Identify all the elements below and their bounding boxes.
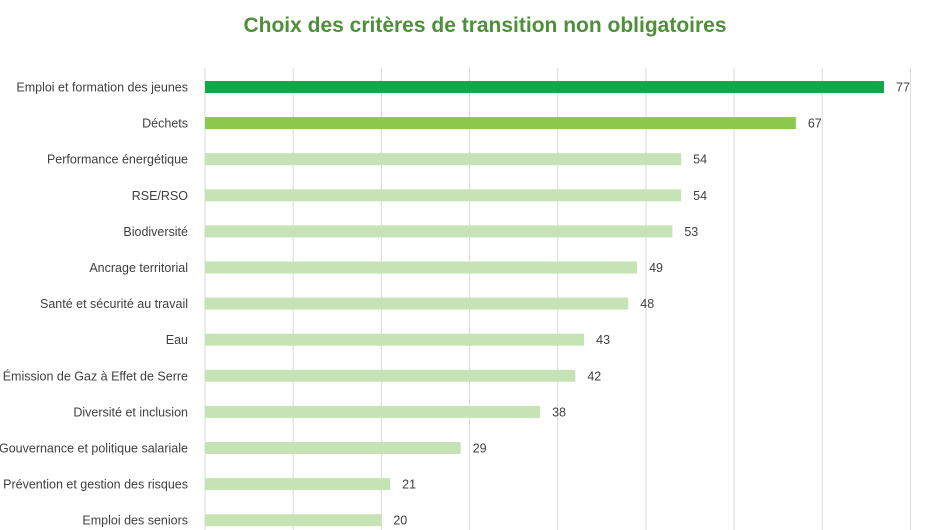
category-label: Emploi des seniors: [82, 514, 188, 528]
value-label: 54: [693, 153, 707, 167]
bar: [205, 81, 884, 93]
bar: [205, 225, 673, 238]
bar: [205, 442, 461, 454]
bar: [205, 261, 638, 274]
bar: [205, 117, 796, 130]
value-label: 48: [640, 297, 654, 311]
category-label: Gouvernance et politique salariale: [0, 442, 188, 456]
value-label: 21: [402, 478, 416, 492]
category-label: Performance énergétique: [47, 153, 188, 167]
bar: [205, 153, 682, 166]
value-label: 77: [896, 81, 910, 95]
bar: [205, 514, 382, 527]
value-label: 43: [596, 333, 610, 347]
category-label: Déchets: [142, 117, 188, 131]
value-label: 38: [552, 405, 566, 419]
bar: [205, 333, 585, 346]
value-label: 67: [808, 117, 822, 131]
value-label: 54: [693, 189, 707, 203]
category-labels: Emploi et formation des jeunes Déchets Per…: [0, 81, 188, 528]
bars: [205, 81, 884, 527]
value-label: 42: [587, 369, 601, 383]
category-label: Biodiversité: [123, 225, 188, 239]
value-label: 29: [473, 442, 487, 456]
value-label: 53: [684, 225, 698, 239]
bar: [205, 405, 541, 418]
bar: [205, 297, 629, 310]
category-label: Prévention et gestion des risques: [3, 478, 188, 492]
bar: [205, 189, 682, 202]
category-label: Emploi et formation des jeunes: [16, 81, 188, 95]
category-label: Ancrage territorial: [89, 261, 188, 275]
bar: [205, 478, 391, 491]
category-label: Diversité et inclusion: [73, 405, 188, 419]
value-labels: 77 67 54 54 53 49 48 43 42 38 29 21 20: [393, 81, 910, 528]
bar: [205, 369, 576, 382]
category-label: Santé et sécurité au travail: [40, 297, 188, 311]
value-label: 49: [649, 261, 663, 275]
category-label: Émission de Gaz à Effet de Serre: [3, 368, 188, 383]
category-label: RSE/RSO: [132, 189, 189, 203]
category-label: Eau: [166, 333, 188, 347]
chart-title: Choix des critères de transition non obl…: [243, 14, 727, 37]
value-label: 20: [393, 514, 407, 528]
